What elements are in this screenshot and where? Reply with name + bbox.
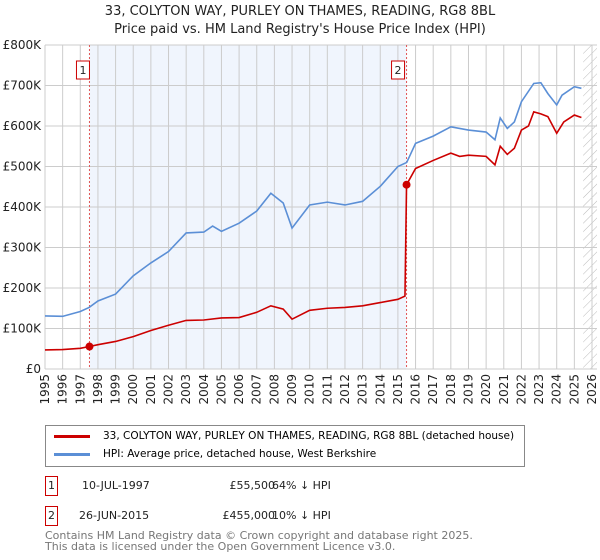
- x-tick-label: 1997: [73, 374, 87, 405]
- x-tick-label: 2006: [232, 374, 246, 405]
- sale-badge: 2: [45, 506, 58, 526]
- x-tick-label: 2010: [303, 374, 317, 405]
- sale-delta: 64% ↓ HPI: [272, 479, 331, 492]
- y-tick-label: £600K: [3, 119, 43, 133]
- legend-item-property: 33, COLYTON WAY, PURLEY ON THAMES, READI…: [54, 430, 514, 442]
- sale-row: 1 10-JUL-1997 £55,500 64% ↓ HPI: [45, 476, 445, 496]
- sale-label: 1: [79, 64, 86, 77]
- x-tick-label: 2016: [409, 374, 423, 405]
- x-tick-label: 2018: [444, 374, 458, 405]
- footer-line: This data is licensed under the Open Gov…: [45, 540, 396, 553]
- sale-price: £55,500: [229, 479, 276, 492]
- legend-label: 33, COLYTON WAY, PURLEY ON THAMES, READI…: [103, 430, 515, 442]
- sale-date: 26-JUN-2015: [79, 509, 150, 522]
- legend: 33, COLYTON WAY, PURLEY ON THAMES, READI…: [45, 425, 525, 467]
- y-tick-label: £300K: [3, 241, 43, 255]
- price-chart: 1995 1996 1997 1998 1999 2000 2001 2002 2003 2004…: [3, 38, 599, 405]
- x-tick-label: 2000: [126, 374, 140, 405]
- sale-label-box: [75, 60, 90, 80]
- x-tick-label: 2015: [391, 374, 405, 405]
- y-tick-label: £700K: [3, 79, 43, 93]
- sale-date: 10-JUL-1997: [82, 479, 150, 492]
- x-tick-label: 2017: [426, 374, 440, 405]
- x-tick-label: 2001: [144, 374, 158, 405]
- y-tick-label: £400K: [3, 200, 43, 214]
- y-tick-label: £800K: [3, 38, 43, 52]
- y-tick-label: £200K: [3, 281, 43, 295]
- x-tick-label: 2022: [514, 374, 528, 405]
- y-tick-label: £0: [26, 362, 41, 376]
- sale-point: [85, 342, 94, 351]
- sale-price: £455,000: [222, 509, 276, 522]
- chart-subtitle: Price paid vs. HM Land Registry's House …: [114, 22, 486, 37]
- x-tick-label: 1998: [91, 374, 105, 405]
- x-tick-label: 2019: [461, 374, 475, 405]
- x-tick-label: 2026: [585, 374, 599, 405]
- x-tick-label: 1999: [109, 374, 123, 405]
- x-tick-label: 2002: [162, 374, 176, 405]
- footer: Contains HM Land Registry data © Crown c…: [45, 530, 473, 552]
- red-line-swatch: [54, 434, 90, 438]
- hpi-line: [44, 81, 582, 318]
- x-tick-label: 1995: [38, 374, 52, 405]
- y-tick-label: £100K: [3, 322, 43, 336]
- sale-row: 2 26-JUN-2015 £455,000 10% ↓ HPI: [45, 506, 445, 526]
- blue-line-swatch: [54, 452, 90, 456]
- x-tick-label: 2014: [373, 374, 387, 405]
- x-tick-label: 2004: [197, 374, 211, 405]
- sale-delta: 10% ↓ HPI: [272, 509, 331, 522]
- x-tick-label: 2024: [550, 374, 564, 405]
- x-tick-label: 2012: [338, 374, 352, 405]
- x-tick-label: 2013: [356, 374, 370, 405]
- footer-line: Contains HM Land Registry data © Crown c…: [45, 529, 473, 542]
- legend-label: HPI: Average price, detached house, West…: [103, 448, 377, 460]
- x-tick-label: 2021: [497, 374, 511, 405]
- legend-item-hpi: HPI: Average price, detached house, West…: [54, 448, 376, 460]
- x-tick-label: 2025: [567, 374, 581, 405]
- x-tick-label: 2003: [179, 374, 193, 405]
- x-tick-label: 2008: [267, 374, 281, 405]
- x-tick-label: 2009: [285, 374, 299, 405]
- sale-badge: 1: [45, 476, 58, 496]
- sale-label: 2: [395, 64, 402, 77]
- chart-title: 33, COLYTON WAY, PURLEY ON THAMES, READI…: [104, 4, 496, 19]
- property-price-line: [44, 110, 582, 351]
- x-tick-label: 2023: [532, 374, 546, 405]
- x-tick-label: 2005: [214, 374, 228, 405]
- x-tick-label: 2011: [320, 374, 334, 405]
- x-tick-label: 1996: [56, 374, 70, 405]
- sale-point: [402, 180, 411, 189]
- x-tick-label: 2007: [250, 374, 264, 405]
- x-tick-label: 2020: [479, 374, 493, 405]
- sale-label-box: [391, 60, 406, 80]
- y-tick-label: £500K: [3, 160, 43, 174]
